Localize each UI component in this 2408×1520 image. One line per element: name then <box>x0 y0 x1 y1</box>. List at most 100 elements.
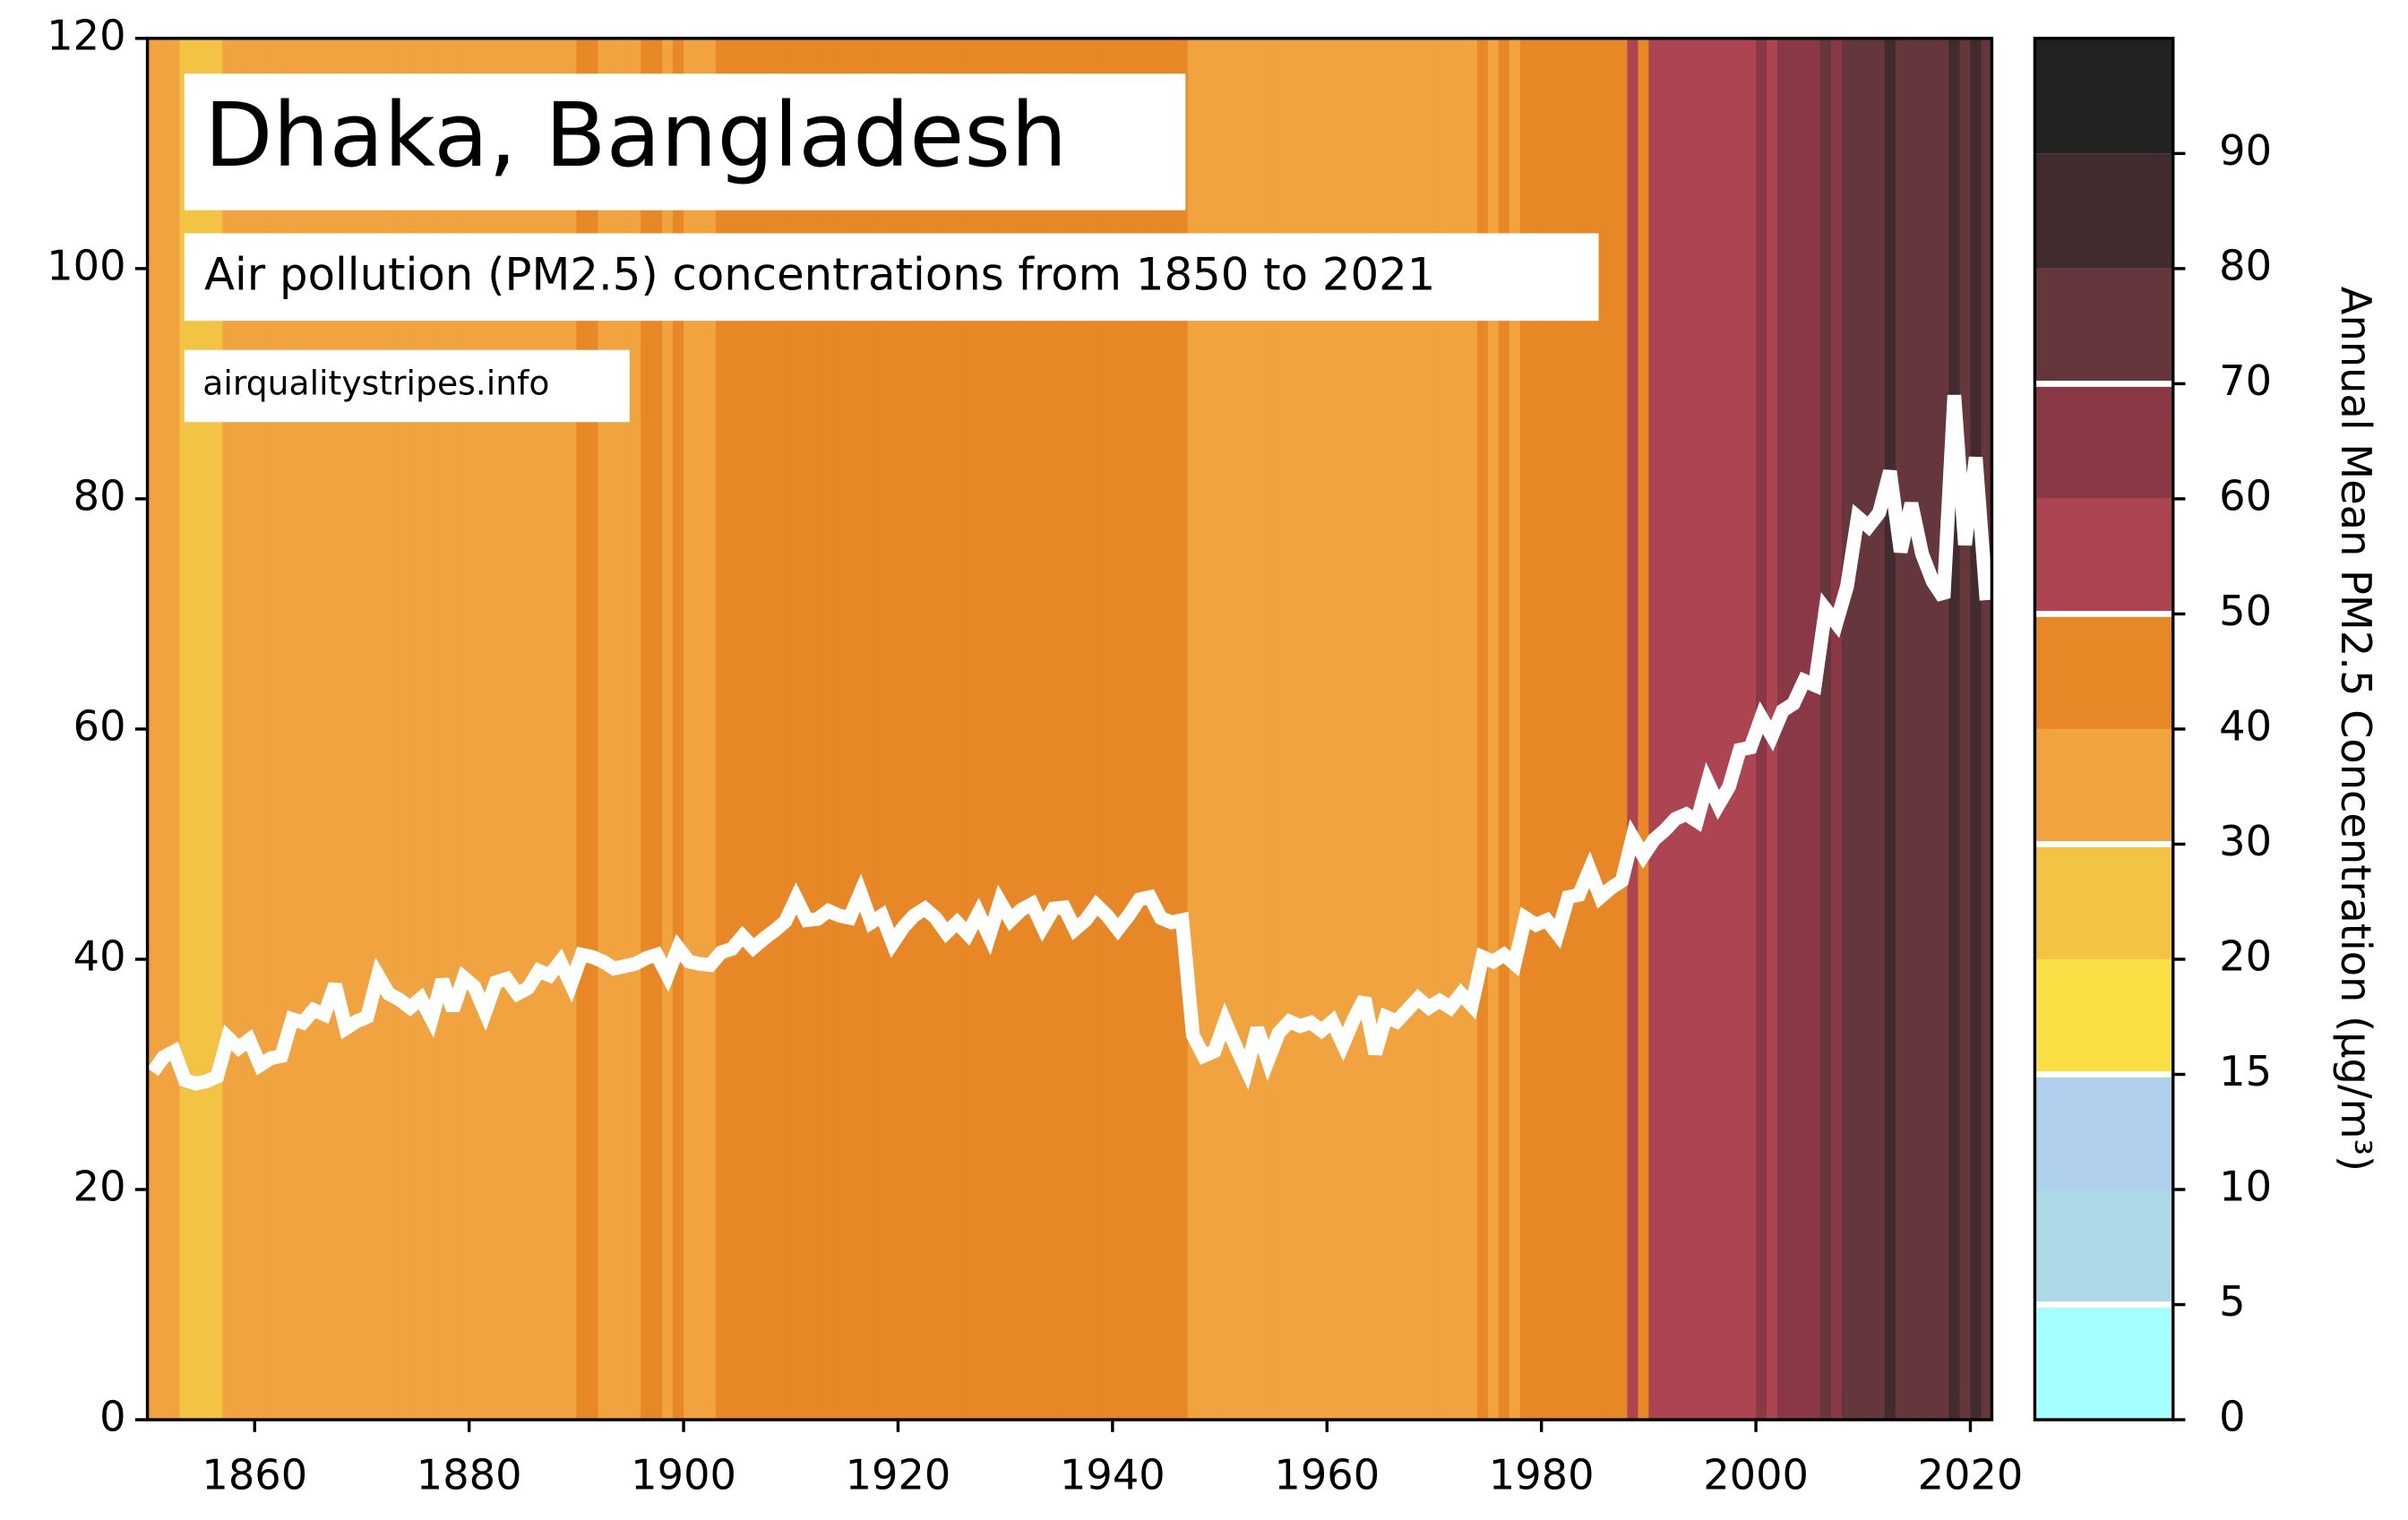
stripe <box>1638 38 1650 1421</box>
stripe <box>1284 38 1296 1421</box>
stripe <box>1573 38 1586 1421</box>
stripe <box>1713 38 1725 1421</box>
stripe <box>887 38 899 1421</box>
stripe <box>790 38 803 1421</box>
colorbar-tick-label: 60 <box>2219 471 2272 520</box>
stripe <box>1413 38 1425 1421</box>
stripe <box>1830 38 1843 1421</box>
colorbar-tick-label: 50 <box>2219 587 2272 635</box>
x-tick-label: 1940 <box>1060 1451 1165 1499</box>
stripe <box>1862 38 1875 1421</box>
chart-title: Dhaka, Bangladesh <box>204 84 1067 187</box>
stripe <box>1273 38 1286 1421</box>
stripe <box>1681 38 1693 1421</box>
stripe <box>694 38 707 1421</box>
stripe <box>855 38 867 1421</box>
stripe <box>1070 38 1081 1421</box>
x-tick-label: 1920 <box>846 1451 951 1499</box>
stripe <box>1819 38 1832 1421</box>
stripe <box>876 38 889 1421</box>
stripe <box>1327 38 1339 1421</box>
y-tick-label: 120 <box>47 11 125 59</box>
stripe <box>662 38 675 1421</box>
stripe <box>844 38 856 1421</box>
stripe <box>908 38 921 1421</box>
stripe <box>630 38 642 1421</box>
stripe <box>1938 38 1950 1421</box>
stripe <box>1305 38 1318 1421</box>
y-tick-label: 0 <box>99 1393 125 1441</box>
stripe <box>641 38 653 1421</box>
stripe <box>1841 38 1853 1421</box>
x-tick-label: 2020 <box>1918 1451 2024 1499</box>
y-tick-label: 40 <box>73 932 126 980</box>
colorbar-segment <box>2034 728 2173 845</box>
source-box <box>184 349 630 423</box>
stripe <box>1873 38 1886 1421</box>
stripe <box>769 38 781 1421</box>
stripe <box>1487 38 1500 1421</box>
title-box <box>184 73 1186 210</box>
x-tick-label: 1880 <box>417 1451 522 1499</box>
stripe <box>865 38 878 1421</box>
stripe <box>1777 38 1790 1421</box>
stripe <box>962 38 975 1421</box>
stripe <box>758 38 770 1421</box>
colorbar-tick-label: 80 <box>2219 241 2272 289</box>
stripe <box>684 38 696 1421</box>
stripe <box>1251 38 1264 1421</box>
stripe <box>1112 38 1124 1421</box>
stripe <box>1530 38 1543 1421</box>
stripe <box>1562 38 1575 1421</box>
stripe <box>1079 38 1092 1421</box>
chart-subtitle: Air pollution (PM2.5) concentrations fro… <box>204 249 1435 301</box>
stripe <box>1370 38 1382 1421</box>
stripe <box>1176 38 1189 1421</box>
colorbar-tick-label: 0 <box>2219 1393 2245 1441</box>
stripe <box>1133 38 1146 1421</box>
stripe <box>1541 38 1553 1421</box>
stripe <box>726 38 738 1421</box>
colorbar-segment <box>2034 38 2173 154</box>
stripe <box>1144 38 1157 1421</box>
stripe <box>812 38 824 1421</box>
pm25-line <box>147 394 1994 1091</box>
stripe <box>1359 38 1372 1421</box>
stripe <box>1048 38 1061 1421</box>
stripe <box>1552 38 1564 1421</box>
stripe <box>1798 38 1810 1421</box>
stripe <box>1519 38 1532 1421</box>
stripe <box>1005 38 1018 1421</box>
stripe <box>705 38 718 1421</box>
colorbar-segment <box>2034 153 2173 269</box>
stripe <box>168 38 181 1421</box>
stripe <box>1884 38 1896 1421</box>
colorbar-segment <box>2034 498 2173 614</box>
x-tick-label: 2000 <box>1703 1451 1809 1499</box>
stripe <box>1959 38 1972 1421</box>
x-tick-label: 1860 <box>202 1451 307 1499</box>
colorbar-tick-label: 90 <box>2219 126 2272 175</box>
stripe <box>1659 38 1672 1421</box>
stripe <box>147 38 159 1421</box>
stripe <box>1916 38 1929 1421</box>
y-tick-label: 20 <box>73 1163 126 1211</box>
stripe <box>1380 38 1393 1421</box>
stripe <box>1648 38 1661 1421</box>
stripe <box>1348 38 1361 1421</box>
stripe <box>941 38 953 1421</box>
x-tick-label: 1960 <box>1274 1451 1380 1499</box>
colorbar-tick-label: 5 <box>2219 1277 2245 1326</box>
colorbar-segment <box>2034 268 2173 384</box>
stripe <box>1016 38 1028 1421</box>
colorbar-tick-label: 20 <box>2219 932 2272 980</box>
colorbar-tick-label: 30 <box>2219 817 2272 865</box>
stripe <box>651 38 664 1421</box>
x-tick-label: 1980 <box>1489 1451 1595 1499</box>
stripe <box>833 38 846 1421</box>
stripe <box>673 38 685 1421</box>
source: airqualitystripes.info <box>202 364 549 403</box>
stripe <box>919 38 932 1421</box>
stripe <box>715 38 727 1421</box>
